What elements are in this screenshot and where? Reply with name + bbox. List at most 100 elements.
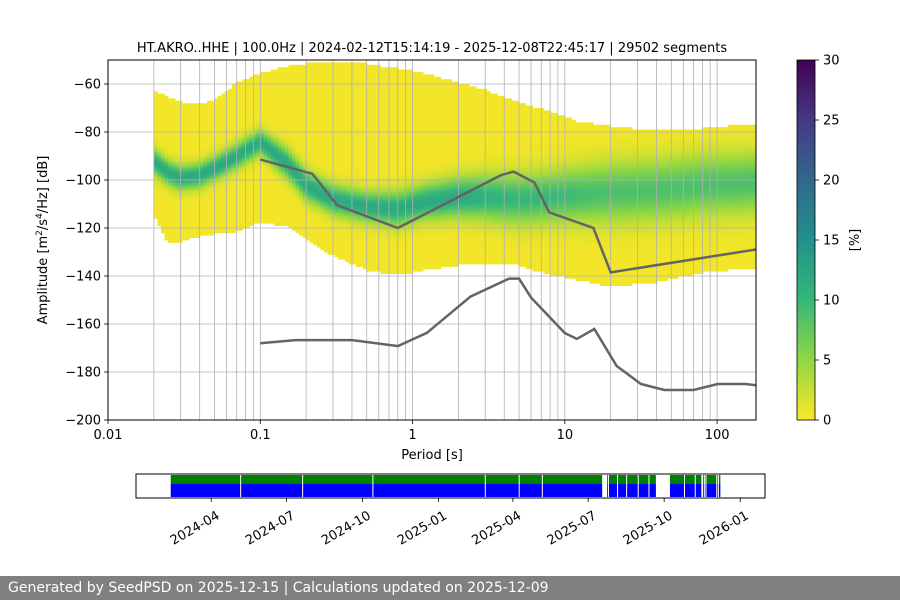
psd-cell [380,67,385,70]
psd-cell [217,177,222,181]
psd-cell [306,228,311,231]
psd-cell [168,168,172,171]
psd-cell [334,163,339,166]
psd-cell [369,124,374,128]
psd-cell [253,98,257,102]
psd-cell [341,177,346,181]
psd-cell [157,182,162,186]
psd-cell [164,170,169,174]
psd-cell [387,244,392,248]
psd-cell [263,194,268,198]
psd-cell [394,136,399,140]
psd-cell [352,62,357,66]
psd-cell [373,175,378,178]
psd-cell [235,115,240,118]
psd-cell [260,163,265,166]
psd-cell [291,108,296,111]
psd-cell [313,192,318,195]
psd-cell [359,100,364,104]
psd-cell [295,196,300,200]
psd-cell [153,91,158,94]
psd-cell [384,108,389,111]
psd-cell [210,105,215,109]
psd-cell [221,194,226,198]
psd-cell [189,122,194,126]
psd-cell [203,192,208,195]
psd-cell [203,122,208,126]
psd-cell [175,192,180,195]
psd-cell [242,151,247,154]
psd-cell [274,148,279,152]
psd-cell [348,141,353,145]
psd-cell [316,122,321,126]
psd-cell [288,211,293,214]
psd-cell [256,201,261,205]
psd-cell [168,110,172,114]
psd-cell [291,194,296,198]
psd-cell [245,184,250,188]
psd-cell [214,199,218,202]
psd-cell [373,170,378,174]
psd-cell [274,153,279,157]
psd-cell [267,196,272,200]
psd-cell [299,144,304,147]
psd-cell [401,93,406,97]
psd-cell [284,163,289,166]
psd-cell [384,93,389,97]
psd-cell [270,88,275,92]
psd-cell [256,139,261,142]
psd-cell [274,112,279,116]
psd-cell [394,146,399,150]
psd-cell [221,184,226,188]
psd-cell [245,108,250,111]
psd-cell [405,259,410,262]
psd-cell [203,225,208,229]
psd-cell [249,168,254,171]
psd-cell [369,201,374,205]
psd-cell [185,148,190,152]
psd-cell [380,170,385,174]
psd-cell [341,72,346,75]
psd-cell [182,204,187,207]
psd-cell [380,235,385,238]
psd-cell [323,216,328,219]
psd-cell [235,81,240,85]
psd-cell [380,120,385,123]
psd-cell [242,112,247,116]
psd-cell [313,204,318,207]
psd-cell [192,129,197,133]
psd-cell [369,67,374,70]
psd-cell [384,103,389,106]
psd-cell [401,163,406,166]
psd-cell [405,153,410,157]
psd-cell [238,151,243,154]
psd-cell [334,72,339,75]
psd-cell [238,156,243,159]
psd-cell [366,64,371,68]
psd-cell [394,129,399,133]
psd-cell [288,93,293,97]
psd-cell [214,108,218,111]
psd-cell [253,81,257,85]
psd-cell [210,218,215,222]
psd-cell [256,180,261,183]
psd-cell [231,144,236,147]
psd-cell [348,220,353,224]
psd-cell [267,153,272,157]
psd-cell [192,110,197,114]
psd-cell [362,136,367,140]
psd-cell [288,72,293,75]
psd-cell [256,76,261,80]
psd-cell [164,213,169,217]
psd-cell [235,211,240,214]
psd-cell [323,117,328,121]
psd-cell [384,127,389,130]
psd-cell [334,146,339,150]
psd-cell [185,160,190,164]
psd-cell [302,151,307,154]
psd-cell [362,122,367,126]
psd-cell [327,96,332,99]
psd-cell [345,144,350,147]
psd-cell [281,86,286,90]
psd-cell [398,235,403,238]
